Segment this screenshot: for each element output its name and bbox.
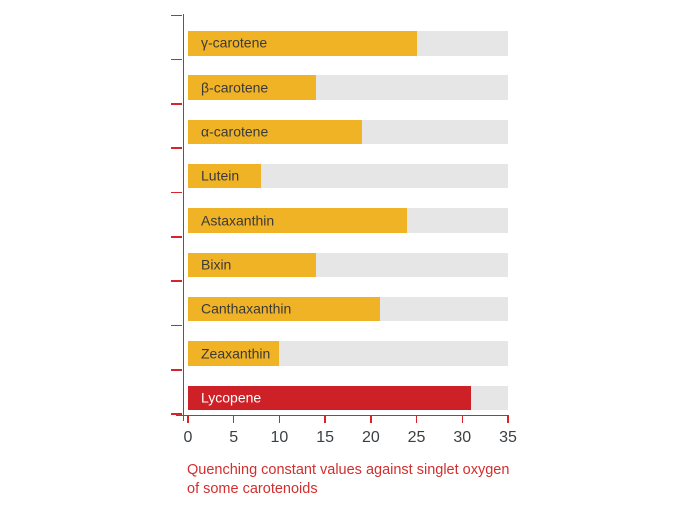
bar-row: Bixin <box>188 252 508 278</box>
bar-row: Canthaxanthin <box>188 296 508 322</box>
y-axis-tick <box>171 369 182 371</box>
y-axis-tick <box>171 413 182 415</box>
bar-label: α-carotene <box>201 123 269 140</box>
caption-line-2: of some carotenoids <box>187 481 318 498</box>
bar-fill <box>188 341 280 366</box>
bar-row: β-carotene <box>188 75 508 100</box>
x-axis-tick-label: 10 <box>270 429 289 446</box>
bar-fill <box>188 163 262 189</box>
x-axis-tick <box>278 415 281 423</box>
y-axis-tick <box>171 236 182 238</box>
bar-fill <box>188 31 417 56</box>
y-axis-tick <box>171 324 182 327</box>
bar-label: Zeaxanthin <box>201 345 271 362</box>
y-axis-tick <box>171 191 182 194</box>
y-axis-tick <box>171 58 182 61</box>
x-axis-tick <box>370 415 372 423</box>
bar-fill <box>188 75 316 100</box>
bar-label: β-carotene <box>201 79 269 96</box>
x-axis-tick-label: 0 <box>183 429 193 446</box>
y-axis-line <box>182 14 185 421</box>
x-axis-tick-label: 30 <box>453 429 472 446</box>
caption-line-1: Quenching constant values against single… <box>187 462 510 478</box>
x-axis-tick <box>507 415 509 423</box>
bar-label: Astaxanthin <box>201 212 275 229</box>
bar-label: Lutein <box>201 167 240 184</box>
bar-row: Lutein <box>188 163 508 189</box>
bar-fill <box>188 385 472 411</box>
x-axis-tick <box>461 415 464 423</box>
x-axis-tick <box>187 415 189 423</box>
bar-row: Lycopene <box>188 385 508 411</box>
bar-label: Lycopene <box>201 389 262 406</box>
bar-row: γ-carotene <box>188 31 508 56</box>
x-axis-tick-label: 20 <box>361 429 380 446</box>
x-axis-tick <box>324 415 326 423</box>
x-axis-tick-label: 35 <box>499 429 517 446</box>
bar-row: Astaxanthin <box>188 208 508 233</box>
x-axis-tick-label: 5 <box>229 429 239 446</box>
bar-label: γ-carotene <box>201 34 268 51</box>
y-axis-tick <box>171 103 182 105</box>
chart-caption: Quenching constant values against single… <box>187 461 509 500</box>
bar-fill <box>188 296 380 322</box>
y-axis-tick <box>171 14 182 16</box>
bar-fill <box>188 119 362 145</box>
x-axis-tick-label: 15 <box>316 429 335 446</box>
bar-fill <box>188 252 316 278</box>
x-axis-tick <box>232 415 235 423</box>
y-axis-tick <box>171 280 182 282</box>
bar-row: Zeaxanthin <box>188 341 508 366</box>
bar-fill <box>188 208 408 233</box>
bar-row: α-carotene <box>188 119 508 145</box>
x-axis-tick <box>415 415 418 423</box>
y-axis-tick <box>171 147 182 149</box>
bar-label: Bixin <box>201 256 232 273</box>
x-axis-line <box>176 414 509 417</box>
x-axis-tick-label: 25 <box>407 429 426 446</box>
bar-label: Canthaxanthin <box>201 300 292 317</box>
